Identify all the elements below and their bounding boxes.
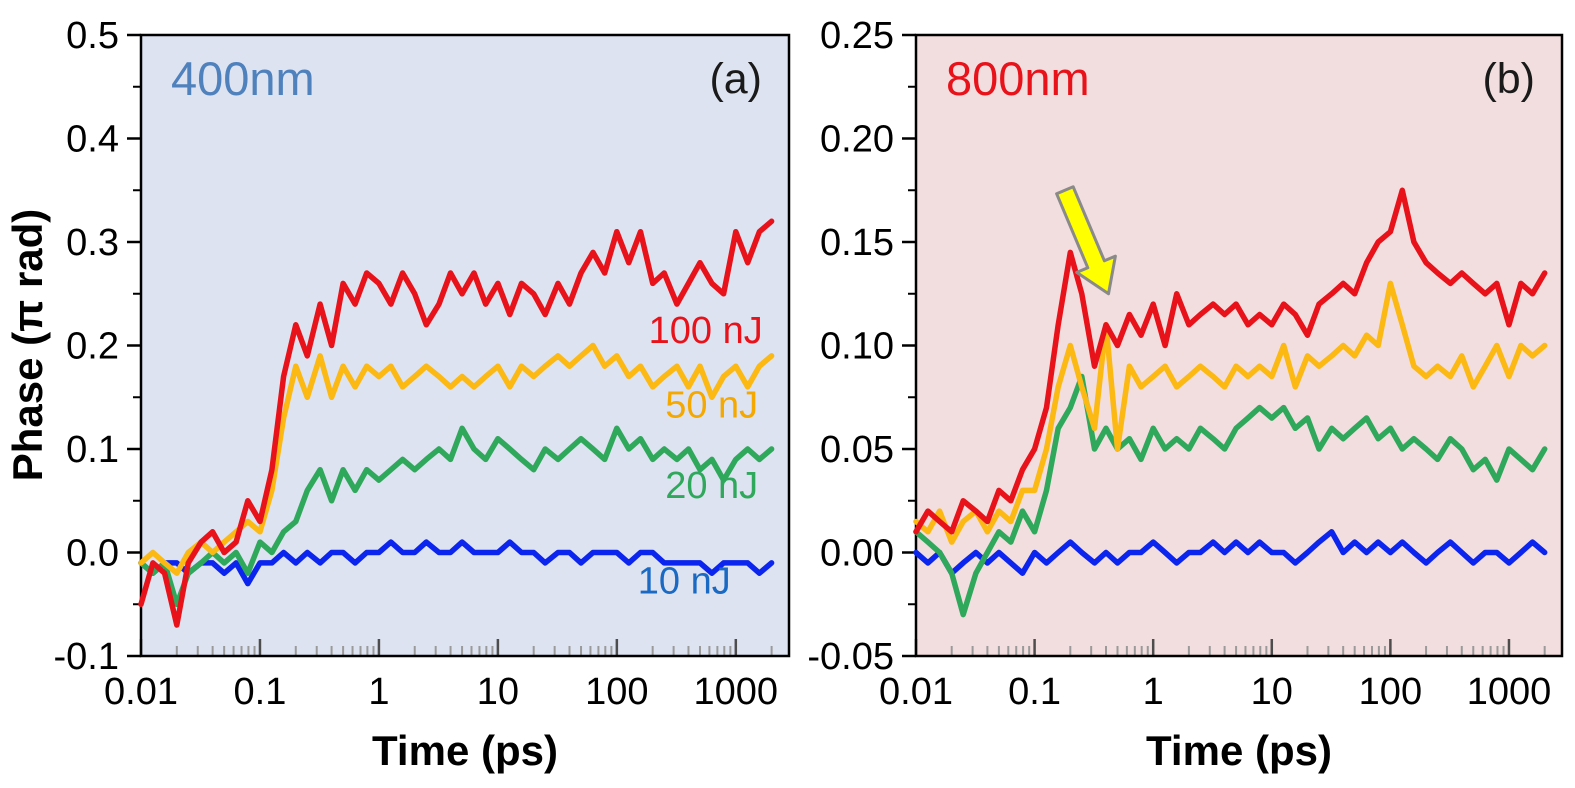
x-axis-title-a: Time (ps)	[372, 727, 558, 774]
series-label: 50 nJ	[665, 384, 758, 426]
y-tick-label: 0.0	[66, 533, 119, 575]
panel-b-title: 800nm	[946, 52, 1090, 105]
x-tick-label: 10	[477, 671, 519, 713]
series-line-100-nJ	[138, 218, 775, 628]
x-tick-label: 100	[585, 671, 648, 713]
series-line-10-nJ	[138, 539, 775, 587]
series-label: 20 nJ	[665, 465, 758, 507]
x-tick-label: 100	[1359, 671, 1422, 713]
panel-a-tag: (a)	[709, 55, 762, 103]
series-line-100-nJ	[913, 187, 1548, 535]
series-line-50-nJ	[138, 342, 775, 576]
x-tick-label: 10	[1251, 671, 1293, 713]
series-line-20-nJ	[913, 373, 1548, 618]
x-tick-label: 0.1	[1008, 671, 1061, 713]
y-axis-title: Phase (π rad)	[4, 209, 51, 482]
x-tick-label: 1	[1143, 671, 1164, 713]
y-tick-label: 0.20	[820, 119, 894, 161]
panel-a: 0.01 0.1 1 10 100 1000 -0.1 0.0 0.1 0.2 0.3 0.4 0.5 1…	[54, 15, 791, 713]
y-tick-label: 0.5	[66, 15, 119, 57]
series-label: 10 nJ	[638, 560, 731, 602]
x-tick-label: 1000	[1467, 671, 1552, 713]
y-tick-label: 0.05	[820, 429, 894, 471]
plot-frame	[914, 33, 1564, 658]
panel-b: 0.01 0.1 1 10 100 1000 -0.05 0.00 0.05 0.10 0.15 0.…	[807, 15, 1564, 713]
y-tick-label: 0.00	[820, 533, 894, 575]
y-tick-label: 0.15	[820, 222, 894, 264]
x-tick-label: 1000	[694, 671, 779, 713]
series-line-50-nJ	[913, 280, 1548, 545]
y-tick-label: 0.4	[66, 119, 119, 161]
y-tick-label: -0.05	[807, 636, 894, 678]
x-tick-label: 0.01	[879, 671, 953, 713]
y-tick-label: 0.25	[820, 15, 894, 57]
x-tick-label: 0.1	[234, 671, 287, 713]
x-tick-label: 0.01	[104, 671, 178, 713]
y-tick-label: -0.1	[54, 636, 119, 678]
y-tick-label: 0.2	[66, 326, 119, 368]
panel-a-title: 400nm	[171, 52, 315, 105]
series-line-20-nJ	[138, 425, 775, 608]
plot-background	[141, 35, 789, 656]
plot-background	[916, 35, 1562, 656]
plot-frame	[139, 33, 791, 658]
y-tick-label: 0.3	[66, 222, 119, 264]
panel-b-tag: (b)	[1482, 55, 1535, 103]
x-tick-label: 1	[368, 671, 389, 713]
arrow-annotation	[1055, 185, 1117, 296]
chart-render-root: 0.01 0.1 1 10 100 1000 -0.1 0.0 0.1 0.2 0.3 0.4 0.5 1…	[54, 15, 1564, 713]
x-axis-title-b: Time (ps)	[1146, 727, 1332, 774]
series-line-10-nJ	[913, 529, 1548, 576]
y-tick-label: 0.1	[66, 429, 119, 471]
y-tick-label: 0.10	[820, 326, 894, 368]
series-label: 100 nJ	[649, 310, 763, 352]
